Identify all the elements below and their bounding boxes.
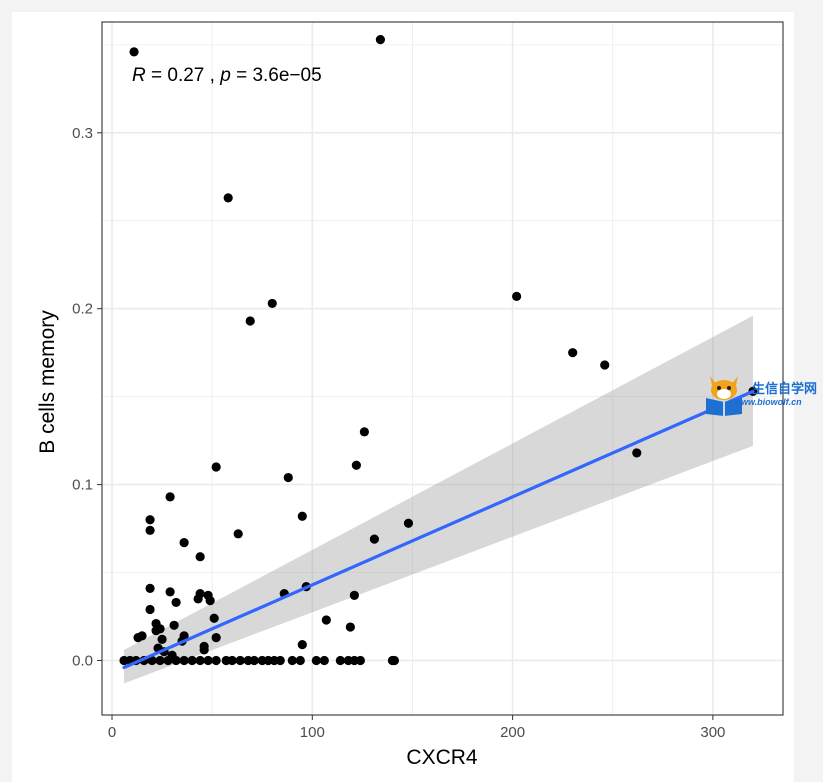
x-tick-label: 300	[700, 724, 725, 741]
data-point	[151, 625, 161, 636]
data-point	[321, 615, 331, 625]
data-point	[147, 655, 157, 666]
data-point	[145, 515, 155, 525]
confidence-band-layer	[124, 315, 753, 684]
data-point	[195, 655, 205, 666]
data-point	[169, 620, 179, 630]
data-point	[275, 655, 285, 666]
correlation-annotation: R = 0.27 , p = 3.6e−05	[132, 65, 322, 86]
watermark-logo: 生信自学网 www.biowolf.cn	[704, 372, 823, 416]
data-point	[311, 655, 321, 666]
data-point	[287, 655, 297, 666]
fit-line-layer	[122, 389, 755, 670]
data-point	[129, 47, 139, 57]
data-point	[171, 655, 181, 666]
data-point	[155, 655, 165, 666]
data-point	[145, 525, 155, 535]
fit-line	[122, 389, 755, 670]
data-point	[179, 538, 189, 548]
data-point	[335, 655, 345, 666]
data-point	[351, 460, 361, 470]
scatter-plot: 0 100 200 300 0.0 0.1 0.2 0.3 R = 0.27 , p = 3.…	[36, 21, 784, 769]
data-point	[165, 587, 175, 597]
data-point	[157, 634, 167, 644]
data-point	[193, 594, 203, 604]
data-point	[179, 655, 189, 666]
data-point	[195, 552, 205, 562]
data-point	[211, 462, 221, 472]
data-point	[171, 597, 181, 608]
watermark-url: www.biowolf.cn	[734, 397, 802, 407]
fox-book-icon	[706, 376, 742, 416]
y-tick-label: 0.3	[72, 125, 93, 142]
data-point	[211, 655, 221, 666]
p-symbol: p	[219, 65, 231, 86]
data-point	[223, 193, 233, 203]
data-point	[211, 633, 221, 643]
x-axis-title: CXCR4	[406, 746, 478, 769]
data-point	[203, 655, 213, 666]
data-point	[205, 596, 215, 606]
panel-border	[101, 21, 784, 716]
data-point	[632, 448, 642, 458]
data-point	[297, 511, 307, 521]
data-point	[187, 655, 197, 666]
data-point	[512, 291, 522, 301]
x-tick-label: 0	[108, 724, 116, 741]
data-point	[349, 590, 359, 600]
data-point	[369, 534, 379, 544]
data-point	[403, 518, 414, 528]
data-point	[345, 622, 355, 632]
data-point	[267, 298, 277, 309]
p-value: = 3.6e−05	[231, 65, 322, 86]
data-point	[389, 655, 400, 666]
data-point	[133, 633, 143, 643]
data-point	[209, 613, 219, 623]
confidence-band	[124, 315, 753, 684]
data-point	[245, 316, 255, 326]
axes: 0 100 200 300 0.0 0.1 0.2 0.3	[72, 125, 725, 741]
data-point	[375, 34, 386, 45]
data-point	[249, 655, 259, 666]
data-point	[283, 472, 293, 483]
data-point	[233, 529, 243, 539]
data-point	[359, 427, 369, 437]
figure: 0 100 200 300 0.0 0.1 0.2 0.3 R = 0.27 , p = 3.…	[12, 12, 817, 782]
y-tick-label: 0.0	[72, 652, 93, 669]
data-point	[297, 640, 307, 650]
data-point	[600, 360, 610, 370]
data-point	[145, 583, 155, 593]
data-point	[295, 655, 305, 666]
x-tick-label: 200	[500, 724, 525, 741]
y-tick-label: 0.2	[72, 301, 93, 318]
x-tick-label: 100	[300, 724, 325, 741]
data-point	[568, 348, 578, 358]
data-point	[227, 655, 237, 666]
watermark-title: 生信自学网	[752, 381, 818, 396]
y-axis-title: B cells memory	[36, 310, 59, 454]
data-point	[355, 655, 365, 666]
data-point	[319, 655, 329, 666]
r-value: = 0.27 ,	[146, 65, 220, 86]
points-layer	[119, 34, 758, 666]
data-point	[199, 645, 209, 655]
data-point	[165, 492, 175, 502]
y-tick-label: 0.1	[72, 477, 93, 494]
r-symbol: R	[132, 65, 146, 86]
data-point	[163, 655, 173, 666]
data-point	[235, 655, 245, 666]
data-point	[145, 604, 155, 615]
